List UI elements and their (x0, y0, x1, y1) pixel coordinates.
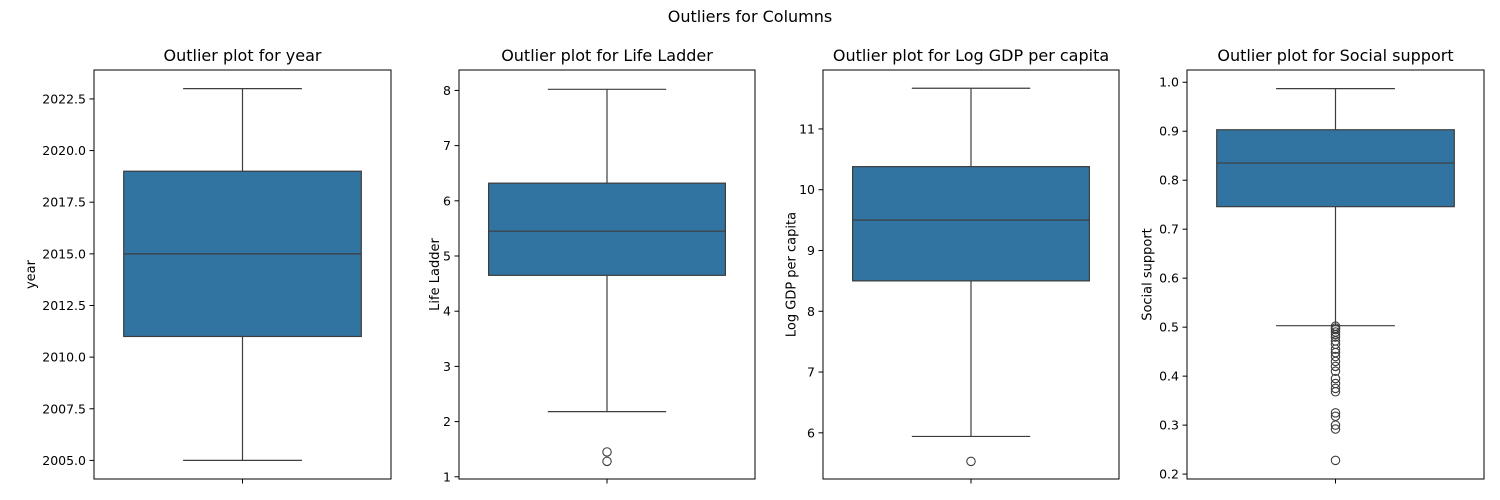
iqr-box (488, 182, 727, 276)
y-axis-label: Life Ladder (428, 238, 443, 311)
outlier-point (966, 456, 976, 467)
outlier-point (1330, 420, 1341, 430)
panel-title: Outlier plot for year (164, 46, 322, 65)
y-tick-label: 8 (443, 83, 451, 98)
boxplot-panel-2: Outlier plot for Life Ladder 1 2 3 4 5 6 7 8 Life… (428, 46, 756, 484)
outlier-point (1330, 351, 1341, 362)
y-tick-label: 2012.5 (42, 298, 86, 313)
y-tick-label: 0.9 (1159, 124, 1179, 139)
y-axis-label: Log GDP per capita (784, 212, 799, 337)
y-tick-label: 6 (443, 193, 451, 208)
y-tick-label: 0.6 (1159, 271, 1179, 286)
y-tick-label: 2015.0 (42, 246, 86, 261)
outlier-point (1330, 332, 1341, 342)
y-tick-label: 2017.5 (42, 195, 86, 210)
y-tick-label: 7 (807, 365, 815, 380)
y-tick-label: 6 (807, 425, 815, 440)
y-tick-label: 0.8 (1159, 173, 1179, 188)
y-tick-label: 1.0 (1159, 75, 1179, 90)
outlier-point (1330, 324, 1341, 335)
y-axis-label: Social support (1141, 228, 1156, 321)
axes-frame (822, 69, 1120, 480)
y-tick-label: 0.5 (1159, 320, 1179, 335)
y-tick-label: 2007.5 (42, 401, 86, 416)
outlier-point (1330, 361, 1341, 372)
axes-frame (458, 69, 756, 480)
outlier-point (1330, 383, 1341, 394)
panel-title: Outlier plot for Life Ladder (501, 46, 713, 65)
y-tick-label: 2022.5 (42, 91, 86, 106)
y-tick-label: 2005.0 (42, 453, 86, 468)
panel-title: Outlier plot for Social support (1217, 46, 1453, 65)
outlier-point (1330, 329, 1341, 340)
outlier-point (1330, 455, 1341, 466)
outlier-point (1330, 408, 1341, 418)
outlier-point (602, 456, 612, 467)
y-tick-label: 4 (443, 304, 451, 319)
boxplot-panel-3: Outlier plot for Log GDP per capita 6 7 8 9 1… (784, 46, 1120, 484)
iqr-box (1216, 129, 1455, 208)
outlier-point (1330, 378, 1341, 389)
y-tick-label: 2010.0 (42, 350, 86, 365)
y-tick-label: 0.7 (1159, 222, 1179, 237)
outlier-point (602, 447, 612, 457)
y-tick-label: 2020.0 (42, 143, 86, 158)
y-tick-label: 3 (443, 359, 451, 374)
y-axis-label: year (24, 259, 39, 289)
outlier-point (1330, 424, 1341, 434)
outlier-point (1330, 387, 1341, 397)
iqr-box (851, 166, 1090, 282)
outlier-point (1330, 344, 1341, 354)
y-tick-label: 11 (799, 121, 815, 136)
outlier-point (1330, 373, 1341, 384)
y-tick-label: 9 (807, 243, 815, 258)
outlier-point (1330, 356, 1341, 367)
y-tick-label: 0.3 (1159, 418, 1179, 433)
y-tick-label: 0.4 (1159, 369, 1179, 384)
y-tick-label: 2 (443, 414, 451, 429)
axes-frame (1186, 69, 1485, 480)
y-tick-label: 5 (443, 249, 451, 264)
y-tick-label: 8 (807, 304, 815, 319)
figure-suptitle: Outliers for Columns (667, 7, 833, 26)
axes-frame (93, 69, 392, 480)
y-tick-label: 1 (443, 469, 451, 484)
y-tick-label: 0.2 (1159, 467, 1179, 482)
panel-title: Outlier plot for Log GDP per capita (833, 46, 1109, 65)
boxplot-panel-1: Outlier plot for year 2005.0 2007.5 2010.0 2… (24, 46, 392, 484)
outlier-point (1330, 366, 1341, 376)
y-tick-label: 7 (443, 138, 451, 153)
y-tick-label: 10 (799, 182, 815, 197)
boxplot-panel-4: Outlier plot for Social support 0.2 0.3 0.4… (1141, 46, 1485, 484)
